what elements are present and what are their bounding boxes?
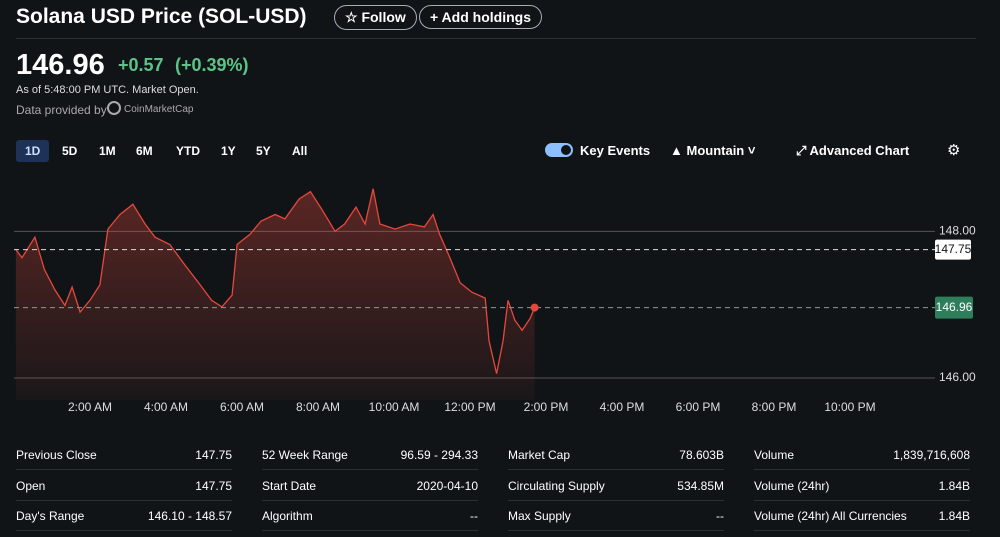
range-button[interactable]: 6M bbox=[136, 144, 153, 158]
follow-label: Follow bbox=[361, 9, 406, 25]
stat-divider bbox=[262, 530, 478, 531]
range-button[interactable]: 1M bbox=[99, 144, 116, 158]
stat-divider bbox=[508, 469, 724, 470]
stat-divider bbox=[262, 469, 478, 470]
follow-button[interactable]: ☆ Follow bbox=[334, 5, 417, 30]
provider: CoinMarketCap bbox=[124, 104, 194, 115]
stat-value: 147.75 bbox=[195, 478, 232, 493]
range-button[interactable]: 5D bbox=[62, 144, 78, 158]
stat-label: Start Date bbox=[262, 478, 317, 493]
stat-label: Volume bbox=[754, 448, 795, 462]
x-tick-label: 8:00 AM bbox=[296, 400, 340, 414]
stat-divider bbox=[508, 530, 724, 531]
stat-value: -- bbox=[716, 509, 724, 523]
stat-value: 2020-04-10 bbox=[416, 478, 478, 493]
x-tick-label: 2:00 AM bbox=[68, 400, 112, 414]
advanced-chart-link[interactable]: ⤢ Advanced Chart bbox=[796, 143, 910, 158]
stat-label: Market Cap bbox=[508, 448, 571, 462]
stat-label: Volume (24hr) All Currencies bbox=[754, 509, 907, 523]
stat-value: 1.84B bbox=[938, 509, 970, 523]
x-tick-label: 4:00 AM bbox=[144, 400, 188, 414]
stat-label: Circulating Supply bbox=[508, 478, 605, 493]
price-change: +0.57 bbox=[118, 55, 164, 75]
x-tick-label: 2:00 PM bbox=[524, 400, 569, 414]
add-holdings-label: Add holdings bbox=[441, 9, 531, 25]
provider-logo bbox=[107, 101, 121, 115]
stat-label: Volume (24hr) bbox=[754, 478, 830, 493]
key-events-label: Key Events bbox=[580, 143, 651, 158]
advanced-chart-label: Advanced Chart bbox=[809, 143, 910, 158]
price-line bbox=[15, 188, 536, 374]
stat-divider bbox=[16, 469, 232, 470]
x-tick-label: 10:00 PM bbox=[824, 400, 875, 414]
stat-divider bbox=[754, 499, 970, 501]
stat-label: Max Supply bbox=[508, 509, 571, 523]
price-area bbox=[15, 188, 535, 400]
chart-type-menu[interactable]: ▲ Mountain ˅ bbox=[670, 143, 756, 158]
previous-close-label: 147.75 bbox=[935, 242, 972, 256]
divider bbox=[16, 38, 976, 39]
x-tick-label: 10:00 AM bbox=[369, 400, 420, 414]
stat-value: 534.85M bbox=[677, 478, 724, 493]
last-price-label: 146.96 bbox=[936, 300, 973, 314]
stat-label: Open bbox=[16, 478, 46, 493]
stat-value: -- bbox=[470, 509, 478, 523]
stat-value: 1,839,716,608 bbox=[893, 448, 970, 462]
previous-close-badge bbox=[935, 239, 971, 260]
x-tick-label: 4:00 PM bbox=[600, 400, 645, 414]
range-button[interactable]: 1Y bbox=[221, 144, 236, 158]
settings-icon[interactable]: ⚙ bbox=[947, 142, 961, 159]
stat-value: 146.10 - 148.57 bbox=[147, 509, 232, 523]
price-change-percent: (+0.39%) bbox=[175, 55, 249, 75]
as-of: As of 5:48:00 PM UTC. Market Open. bbox=[16, 84, 199, 96]
key-events-toggle[interactable] bbox=[545, 143, 573, 157]
add-holdings-button[interactable]: + Add holdings bbox=[419, 5, 542, 29]
stat-value: 1.84B bbox=[938, 478, 970, 493]
range-button[interactable]: YTD bbox=[176, 144, 200, 158]
stat-divider bbox=[262, 499, 478, 501]
y-tick-label: 148.00 bbox=[939, 224, 976, 238]
price: 146.96 bbox=[16, 49, 105, 81]
stat-label: 52 Week Range bbox=[262, 448, 348, 462]
stat-divider bbox=[754, 530, 970, 531]
stat-divider bbox=[508, 499, 724, 501]
stat-value: 147.75 bbox=[195, 448, 232, 462]
stat-label: Algorithm bbox=[262, 509, 313, 523]
chart-type-label: Mountain bbox=[686, 143, 745, 158]
range-button[interactable]: All bbox=[292, 144, 308, 158]
y-tick-label: 146.00 bbox=[939, 370, 976, 384]
stat-divider bbox=[754, 469, 970, 470]
last-point bbox=[530, 303, 539, 312]
x-tick-label: 12:00 PM bbox=[444, 400, 495, 414]
range-button[interactable]: 5Y bbox=[256, 144, 271, 158]
stat-label: Previous Close bbox=[16, 448, 97, 462]
x-tick-label: 8:00 PM bbox=[752, 400, 797, 414]
stat-label: Day's Range bbox=[16, 509, 85, 523]
x-tick-label: 6:00 AM bbox=[220, 400, 264, 414]
provider-prefix: Data provided by bbox=[16, 103, 107, 117]
stat-value: 96.59 - 294.33 bbox=[400, 448, 478, 462]
stat-value: 78.603B bbox=[679, 448, 724, 462]
range-button[interactable]: 1D bbox=[16, 140, 50, 162]
last-price-badge bbox=[935, 296, 973, 319]
stat-divider bbox=[16, 499, 232, 501]
x-tick-label: 6:00 PM bbox=[676, 400, 721, 414]
stat-divider bbox=[16, 530, 232, 531]
page-title: Solana USD Price (SOL-USD) bbox=[16, 5, 307, 28]
price-chart: 146.00 148.00 2:00 AM 4:00 AM 6:00 AM 8:00 AM… bbox=[14, 188, 976, 414]
